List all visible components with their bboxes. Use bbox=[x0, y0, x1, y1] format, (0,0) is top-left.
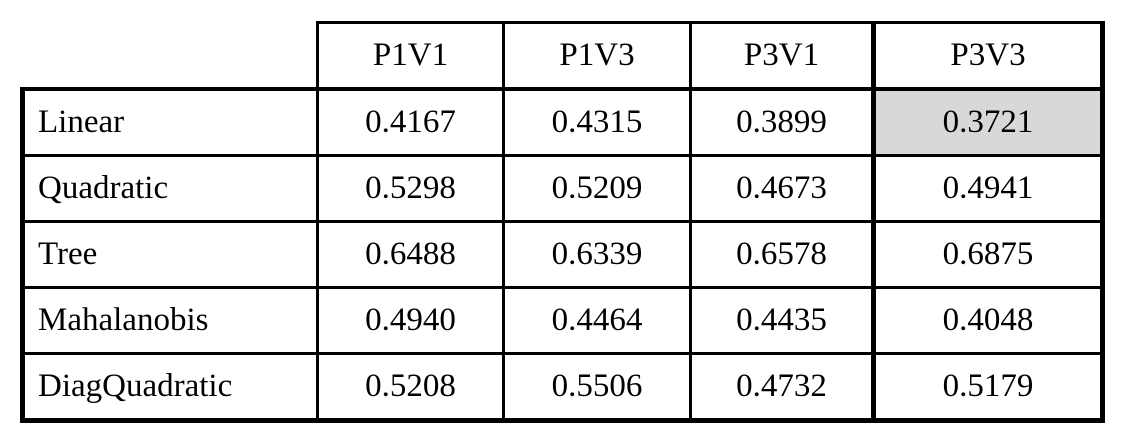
row-label: Mahalanobis bbox=[20, 286, 319, 355]
value-cell: 0.4167 bbox=[316, 87, 505, 157]
value-cell: 0.5298 bbox=[316, 154, 505, 223]
column-header-p3v1: P3V1 bbox=[689, 21, 875, 91]
table-row-mahalanobis: Mahalanobis 0.4940 0.4464 0.4435 0.4048 bbox=[20, 286, 1105, 355]
value-cell: 0.4941 bbox=[871, 154, 1105, 223]
row-label: Quadratic bbox=[20, 154, 319, 223]
value-cell: 0.6875 bbox=[871, 220, 1105, 289]
value-cell: 0.6578 bbox=[689, 220, 875, 289]
column-header-p1v3: P1V3 bbox=[502, 21, 692, 91]
value-cell: 0.6488 bbox=[316, 220, 505, 289]
value-cell: 0.4435 bbox=[689, 286, 875, 355]
table-row-tree: Tree 0.6488 0.6339 0.6578 0.6875 bbox=[20, 220, 1105, 289]
row-label: DiagQuadratic bbox=[20, 352, 319, 423]
table-row-quadratic: Quadratic 0.5298 0.5209 0.4673 0.4941 bbox=[20, 154, 1105, 223]
value-cell: 0.5506 bbox=[502, 352, 692, 423]
row-label: Linear bbox=[20, 87, 319, 157]
value-cell: 0.4048 bbox=[871, 286, 1105, 355]
value-cell: 0.5209 bbox=[502, 154, 692, 223]
value-cell: 0.6339 bbox=[502, 220, 692, 289]
value-cell: 0.4315 bbox=[502, 87, 692, 157]
value-cell: 0.4673 bbox=[689, 154, 875, 223]
column-header-p1v1: P1V1 bbox=[316, 21, 505, 91]
value-cell: 0.3899 bbox=[689, 87, 875, 157]
table-row-diagquadratic: DiagQuadratic 0.5208 0.5506 0.4732 0.517… bbox=[20, 352, 1105, 423]
highlighted-value-cell: 0.3721 bbox=[871, 87, 1105, 157]
value-cell: 0.4464 bbox=[502, 286, 692, 355]
column-header-p3v3: P3V3 bbox=[871, 21, 1105, 91]
corner-cell bbox=[23, 23, 318, 90]
results-table: P1V1 P1V3 P3V1 P3V3 Linear 0.4167 0.4315… bbox=[20, 21, 1105, 423]
value-cell: 0.5179 bbox=[871, 352, 1105, 423]
value-cell: 0.4732 bbox=[689, 352, 875, 423]
header-row: P1V1 P1V3 P3V1 P3V3 bbox=[23, 21, 1105, 91]
value-cell: 0.4940 bbox=[316, 286, 505, 355]
value-cell: 0.5208 bbox=[316, 352, 505, 423]
row-label: Tree bbox=[20, 220, 319, 289]
table-row-linear: Linear 0.4167 0.4315 0.3899 0.3721 bbox=[20, 87, 1105, 157]
